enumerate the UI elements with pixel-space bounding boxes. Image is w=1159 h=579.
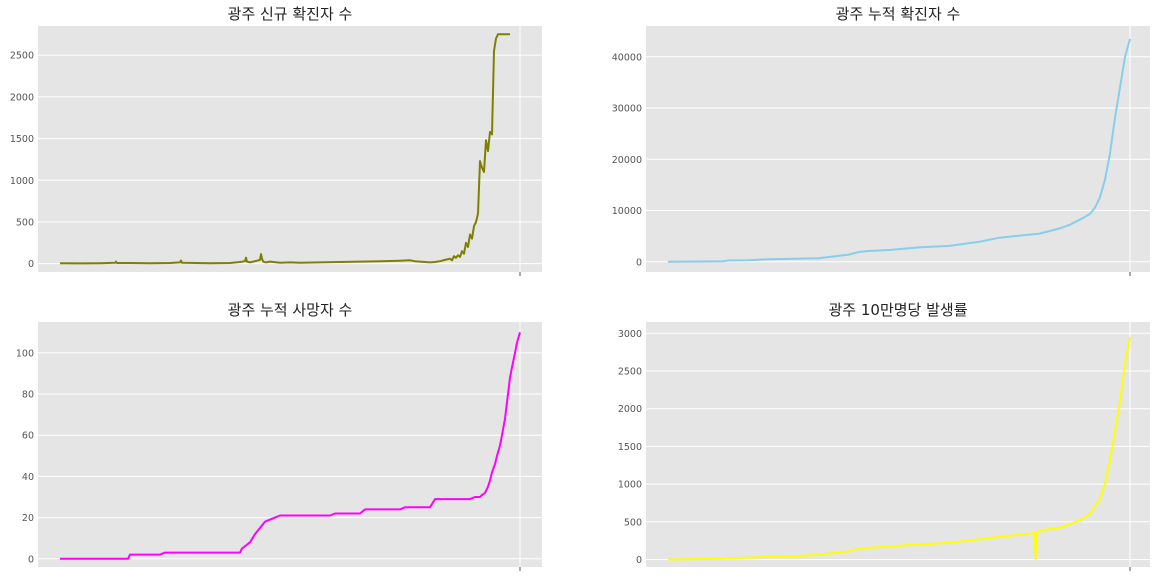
y-ticks: 0 20 40 60 80 100 xyxy=(16,348,34,565)
grid xyxy=(646,26,1150,272)
chart-title: 광주 10만명당 발생률 xyxy=(828,301,967,319)
y-tick-label: 100 xyxy=(16,348,34,359)
chart-title: 광주 누적 사망자 수 xyxy=(228,301,353,319)
y-tick-label: 2500 xyxy=(10,51,34,62)
cumulative-deaths-line xyxy=(60,332,521,560)
y-tick-label: 20000 xyxy=(612,155,642,166)
y-tick-label: 1500 xyxy=(10,134,34,145)
y-tick-label: 0 xyxy=(636,257,642,268)
grid xyxy=(38,26,542,272)
plot-background xyxy=(646,322,1150,567)
y-tick-label: 3000 xyxy=(618,329,642,340)
y-tick-label: 2000 xyxy=(618,404,642,415)
y-tick-label: 500 xyxy=(16,217,34,228)
y-tick-label: 1000 xyxy=(618,480,642,491)
y-tick-label: 1000 xyxy=(10,176,34,187)
cumulative-deaths-chart: 0 20 40 60 80 100 광주 누적 사망자 수 xyxy=(16,301,542,571)
y-tick-label: 2500 xyxy=(618,367,642,378)
y-tick-label: 20 xyxy=(22,513,34,524)
incidence-rate-chart: 0 500 1000 1500 2000 2500 3000 광주 10만명당 발생률 xyxy=(618,301,1150,571)
chart-title: 광주 누적 확진자 수 xyxy=(836,5,961,23)
incidence-rate-line xyxy=(667,336,1131,561)
y-tick-label: 0 xyxy=(636,555,642,566)
cumulative-cases-line xyxy=(667,38,1131,263)
y-tick-label: 60 xyxy=(22,431,34,442)
y-ticks: 0 10000 20000 30000 40000 xyxy=(612,52,642,268)
y-tick-label: 500 xyxy=(624,517,642,528)
new-cases-line xyxy=(59,33,510,265)
y-tick-label: 80 xyxy=(22,390,34,401)
y-tick-label: 2000 xyxy=(10,92,34,103)
plot-background xyxy=(38,26,542,272)
cumulative-cases-chart: 0 10000 20000 30000 40000 광주 누적 확진자 수 xyxy=(612,5,1150,276)
y-tick-label: 1500 xyxy=(618,442,642,453)
plot-background xyxy=(38,322,542,567)
y-tick-label: 0 xyxy=(28,554,34,565)
y-ticks: 0 500 1000 1500 2000 2500 xyxy=(10,51,34,270)
new-cases-chart: 0 500 1000 1500 2000 2500 광주 신규 확진자 수 xyxy=(10,5,542,276)
y-ticks: 0 500 1000 1500 2000 2500 3000 xyxy=(618,329,642,566)
grid xyxy=(646,322,1150,567)
plot-background xyxy=(646,26,1150,272)
y-tick-label: 10000 xyxy=(612,206,642,217)
y-tick-label: 40 xyxy=(22,472,34,483)
y-tick-label: 0 xyxy=(28,259,34,270)
chart-title: 광주 신규 확진자 수 xyxy=(228,5,353,23)
grid xyxy=(38,322,542,567)
y-tick-label: 30000 xyxy=(612,104,642,115)
y-tick-label: 40000 xyxy=(612,52,642,63)
